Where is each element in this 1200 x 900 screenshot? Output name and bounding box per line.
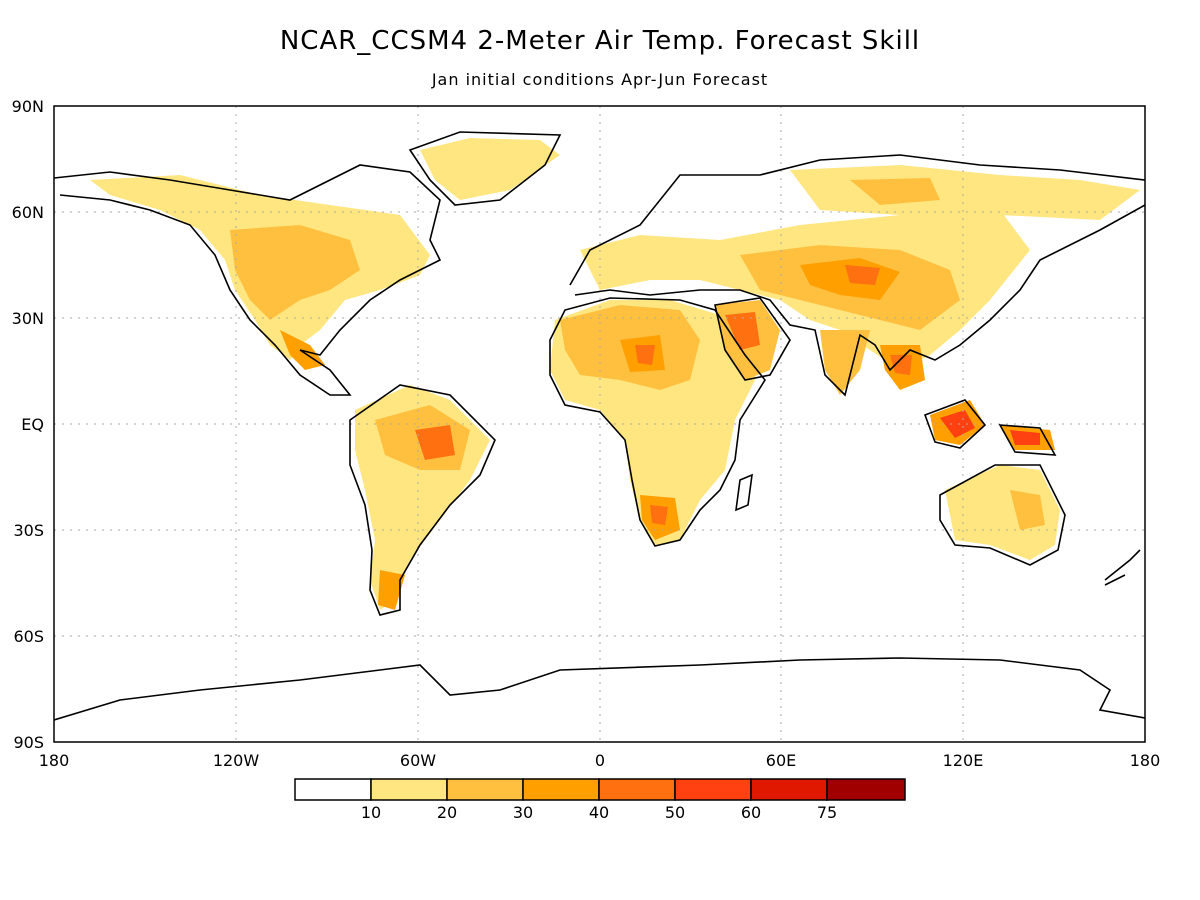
colorbar-label: 40 [589,803,609,822]
map-title: NCAR_CCSM4 2-Meter Air Temp. Forecast Sk… [279,26,921,56]
lat-label: 30S [13,521,44,540]
skill-shading [90,138,1140,610]
graticule [54,106,1145,742]
colorbar: 10 20 30 40 50 60 75 [294,778,906,822]
colorbar-label: 60 [741,803,761,822]
plot-frame [53,105,1146,743]
colorbar-segment [446,778,524,801]
borneo-outline [923,399,987,449]
colorbar-label: 10 [361,803,381,822]
lon-label: 60W [400,751,436,770]
colorbar-segment [294,778,372,801]
lat-label: 90S [13,733,44,752]
australia-outline [939,464,1066,566]
colorbar-label: 30 [513,803,533,822]
africa-outline [549,297,766,547]
lon-label: 120E [943,751,984,770]
lon-label: 180 [39,751,70,770]
colorbar-label: 20 [437,803,457,822]
lat-label: 90N [12,97,44,116]
lat-label: 60N [12,203,44,222]
north-america-outline [54,164,442,396]
colorbar-label: 75 [817,803,837,822]
lat-label: 30N [12,309,44,328]
map-subtitle: Jan initial conditions Apr-Jun Forecast [431,70,769,89]
eurasia-outline [569,154,1145,397]
south-america-outline [349,384,496,616]
antarctica-outline [54,657,1145,721]
latitude-labels: 90N 60N 30N EQ 30S 60S 90S [12,97,44,752]
colorbar-segment [826,778,906,801]
coastlines [54,131,1145,721]
lon-label: 180 [1130,751,1161,770]
lat-label: EQ [21,415,44,434]
colorbar-segment [674,778,752,801]
greenland-outline [408,131,562,206]
lat-label: 60S [13,627,44,646]
colorbar-label: 50 [665,803,685,822]
colorbar-segment [750,778,828,801]
arabia-outline [714,297,791,381]
colorbar-segment [370,778,448,801]
longitude-labels: 180 120W 60W 0 60E 120E 180 [39,751,1161,770]
new-guinea-outline [998,424,1057,456]
lon-label: 0 [595,751,605,770]
new-zealand-outline [1104,549,1141,586]
lon-label: 120W [213,751,260,770]
madagascar-outline [735,473,753,512]
lon-label: 60E [766,751,796,770]
colorbar-segment [522,778,600,801]
colorbar-segment [598,778,676,801]
